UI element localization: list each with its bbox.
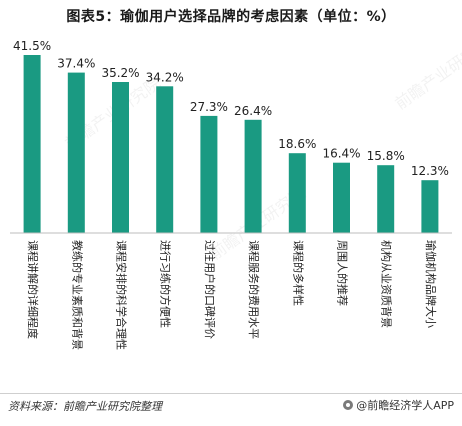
bar [333, 162, 350, 233]
bar [421, 180, 439, 233]
bar [288, 153, 306, 233]
bar [377, 165, 395, 233]
bar [156, 86, 174, 233]
source-note: 资料来源：前瞻产业研究院整理 [8, 400, 162, 413]
value-label: 26.4% [234, 104, 272, 118]
watermark-text: 前瞻产业研究院 [391, 33, 462, 113]
bar [200, 115, 218, 233]
category-label: 机构从业资质背景 [380, 240, 394, 328]
category-label: 过往用户的口碑评价 [203, 240, 217, 339]
value-label: 16.4% [322, 147, 360, 161]
category-label: 课程讲解的详细程度 [26, 240, 40, 339]
chart-title: 图表5：瑜伽用户选择品牌的考虑因素（单位：%） [66, 9, 396, 25]
value-label: 34.2% [146, 70, 184, 84]
category-label: 课程服务的费用水平 [247, 240, 261, 339]
bar [67, 72, 85, 233]
bar [112, 82, 129, 233]
brand-credit: @前瞻经济学人APP [343, 397, 454, 413]
value-label: 18.6% [278, 137, 316, 151]
bar [244, 119, 262, 233]
footer-divider [0, 393, 462, 394]
category-label: 课程的多样性 [291, 240, 305, 306]
brand-logo-icon [343, 400, 354, 410]
value-label: 37.4% [57, 57, 95, 71]
category-label: 课程安排的科学合理性 [115, 240, 129, 350]
bars-layer [23, 55, 439, 233]
value-labels-layer: 41.5% 37.4% 35.2% 34.2% 27.3% 26.4% 18.6% 16.4%… [13, 39, 449, 178]
category-label: 进行习练的方便性 [159, 240, 173, 328]
bar [23, 55, 41, 233]
value-label: 12.3% [411, 164, 449, 178]
category-label: 周围人的推荐 [336, 240, 350, 306]
value-label: 41.5% [13, 39, 51, 53]
value-label: 27.3% [190, 100, 228, 114]
brand-text: @前瞻经济学人APP [356, 399, 454, 412]
value-label: 15.8% [367, 149, 405, 163]
value-label: 35.2% [101, 66, 139, 80]
category-label: 瑜伽机构品牌大小 [424, 240, 438, 328]
category-label: 教练的专业素质和背景 [70, 240, 84, 350]
category-labels-layer: 课程讲解的详细程度 教练的专业素质和背景 课程安排的科学合理性 进行习练的方便性 过往用… [26, 240, 438, 350]
